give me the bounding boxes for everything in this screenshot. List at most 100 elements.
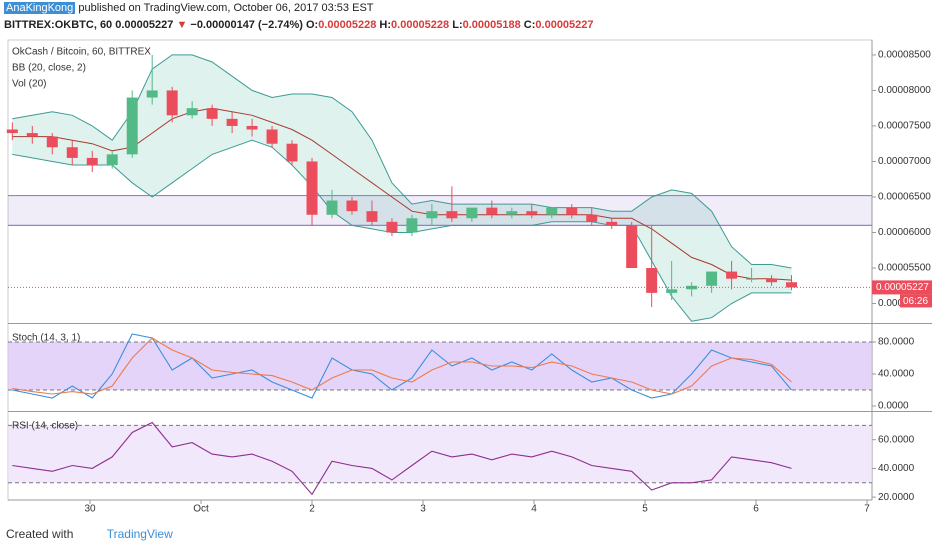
y-tick-label: 0.00007500 (878, 121, 931, 132)
candle-body (246, 125, 258, 130)
indicator-line (12, 337, 792, 395)
candle-body (146, 90, 158, 98)
x-tick-label: Oct (193, 504, 209, 515)
candle-body (666, 289, 678, 293)
h-label: H: (379, 19, 392, 31)
candle-body (206, 108, 218, 119)
bb-title: BB (20, close, 2) (12, 63, 86, 74)
y-tick-label: 0.00007000 (878, 156, 931, 167)
candle-body (306, 161, 318, 215)
y-tick-label: 0.00005500 (878, 263, 931, 274)
o-label: O: (306, 19, 319, 31)
candle-body (226, 118, 238, 126)
candle-body (106, 154, 118, 166)
header-line-2: BITTREX:OKBTC, 60 0.00005227 ▼ −0.000001… (4, 19, 594, 31)
candle-body (446, 211, 458, 219)
x-tick-label: 4 (531, 504, 537, 515)
band-fill (8, 342, 872, 390)
brand[interactable]: TradingView (106, 527, 173, 541)
y-tick-label: 0.00006500 (878, 192, 931, 203)
candle-body (786, 282, 798, 288)
candle-body (46, 136, 58, 148)
indicator-line (12, 421, 792, 496)
candle-body (766, 278, 778, 283)
candle-body (186, 108, 198, 116)
level-band (8, 195, 872, 226)
o: 0.00005228 (318, 19, 377, 31)
candle-body (166, 90, 178, 116)
symbol: BITTREX:OKBTC, 60 (4, 19, 113, 31)
candle-body (726, 271, 738, 279)
x-tick-label: 2 (309, 504, 315, 515)
candle-body (746, 278, 758, 280)
candle-body (526, 211, 538, 215)
indicator-line (12, 333, 792, 399)
candle-body (466, 207, 478, 219)
author[interactable]: AnaKingKong (4, 2, 76, 14)
candle-body (6, 129, 18, 134)
price: 0.00005227 (115, 19, 174, 31)
candle-body (626, 225, 638, 269)
y-tick-label: 80.0000 (878, 337, 915, 348)
y-tick-label: 60.0000 (878, 434, 915, 445)
candle-body (86, 157, 98, 166)
candle-body (126, 97, 138, 155)
published: published on TradingView.com, October 06… (78, 2, 374, 14)
bb-basis (12, 107, 792, 281)
countdown-box (900, 294, 932, 308)
bb-lower (12, 139, 792, 322)
candle-body (506, 211, 518, 215)
candle-body (26, 133, 38, 137)
y-tick-label: 0.0000 (878, 401, 909, 412)
candle-body (546, 207, 558, 215)
y-tick-label: 0.00006000 (878, 227, 931, 238)
c-label: C: (523, 19, 536, 31)
x-tick-label: 7 (864, 504, 870, 515)
candle-body (686, 285, 698, 290)
arrow: ▼ (176, 19, 188, 31)
candle-body (66, 147, 78, 158)
x-tick-label: 5 (642, 504, 648, 515)
candle-body (646, 268, 658, 293)
candle-body (266, 129, 278, 144)
header-line-1: AnaKingKong published on TradingView.com… (4, 2, 374, 14)
y-tick-label: 0.00008000 (878, 85, 931, 96)
y-tick-label: 40.0000 (878, 463, 915, 474)
candle-body (426, 211, 438, 219)
last-price-box (872, 280, 932, 295)
countdown: 06:26 (903, 296, 928, 307)
bb-upper (12, 54, 792, 269)
x-tick-label: 3 (420, 504, 426, 515)
panel-title: RSI (14, close) (12, 421, 78, 432)
vol-title: Vol (20) (12, 79, 46, 90)
candle-body (566, 207, 578, 215)
candle-body (706, 271, 718, 286)
y-tick-label: 20.0000 (878, 492, 915, 503)
change: −0.00000147 (−2.74%) (190, 19, 303, 31)
candle-body (366, 211, 378, 222)
candle-body (326, 200, 338, 215)
candle-body (606, 221, 618, 226)
y-tick-label: 40.0000 (878, 369, 915, 380)
candle-body (386, 221, 398, 233)
c: 0.00005227 (535, 19, 594, 31)
y-tick-label: 0.00008500 (878, 50, 931, 61)
created-with: Created with (6, 527, 74, 541)
l: 0.00005188 (462, 19, 521, 31)
candle-body (486, 207, 498, 215)
chart: 0.000050000.000055000.000060000.00006500… (6, 39, 932, 515)
x-tick-label: 30 (84, 504, 96, 515)
x-tick-label: 6 (753, 504, 759, 515)
l-label: L: (452, 19, 463, 31)
candle-body (346, 200, 358, 212)
last-price-label: 0.00005227 (876, 282, 929, 293)
footer: Created with TradingView (6, 527, 173, 541)
candle-body (406, 218, 418, 233)
panel-title: OkCash / Bitcoin, 60, BITTREX (12, 47, 151, 58)
bb-fill (12, 54, 792, 322)
h: 0.00005228 (391, 19, 450, 31)
panel-title: Stoch (14, 3, 1) (12, 333, 80, 344)
candle-body (586, 214, 598, 222)
candle-body (286, 143, 298, 162)
